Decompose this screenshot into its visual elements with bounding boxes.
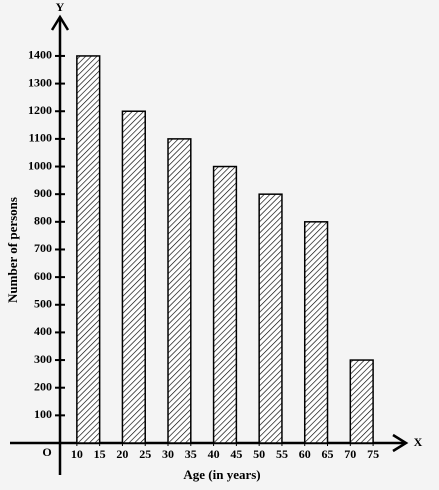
bar xyxy=(212,165,238,444)
x-tick-label: 15 xyxy=(94,447,106,461)
y-tick-label: 1400 xyxy=(28,48,52,62)
bar xyxy=(167,138,192,444)
y-tick-label: 200 xyxy=(34,379,52,393)
y-tick-label: 1000 xyxy=(28,158,52,172)
y-arrow xyxy=(50,14,70,31)
y-tick-label: 1200 xyxy=(28,103,52,117)
y-axis-title: Number of persons xyxy=(5,197,20,303)
x-tick-label: 50 xyxy=(253,447,265,461)
x-tick-label: 75 xyxy=(367,447,379,461)
x-tick-label: 25 xyxy=(139,447,151,461)
y-tick-label: 100 xyxy=(34,407,52,421)
y-tick-label: 800 xyxy=(34,214,52,228)
x-tick-label: 70 xyxy=(344,447,356,461)
bar xyxy=(121,110,146,444)
y-tick-label: 300 xyxy=(34,352,52,366)
y-tick-label: 1100 xyxy=(29,131,52,145)
x-tick-label: 45 xyxy=(230,447,242,461)
bar xyxy=(258,193,283,444)
bar xyxy=(349,359,374,444)
y-tick-label: 900 xyxy=(34,186,52,200)
x-tick-label: 65 xyxy=(322,447,334,461)
x-tick-label: 10 xyxy=(71,447,83,461)
x-arrow xyxy=(392,433,409,453)
x-axis-name: X xyxy=(414,435,423,449)
x-tick-label: 30 xyxy=(162,447,174,461)
x-tick-label: 60 xyxy=(299,447,311,461)
origin-label: O xyxy=(42,445,51,459)
y-tick-label: 500 xyxy=(34,297,52,311)
y-axis-name: Y xyxy=(56,0,65,14)
y-tick-label: 1300 xyxy=(28,75,52,89)
y-tick-label: 700 xyxy=(34,241,52,255)
y-tick-label: 600 xyxy=(34,269,52,283)
bar xyxy=(76,55,101,444)
x-tick-label: 35 xyxy=(185,447,197,461)
x-axis-title: Age (in years) xyxy=(183,467,260,482)
x-tick-label: 20 xyxy=(116,447,128,461)
x-tick-label: 40 xyxy=(208,447,220,461)
x-tick-label: 55 xyxy=(276,447,288,461)
y-tick-label: 400 xyxy=(34,324,52,338)
bar xyxy=(303,221,329,444)
